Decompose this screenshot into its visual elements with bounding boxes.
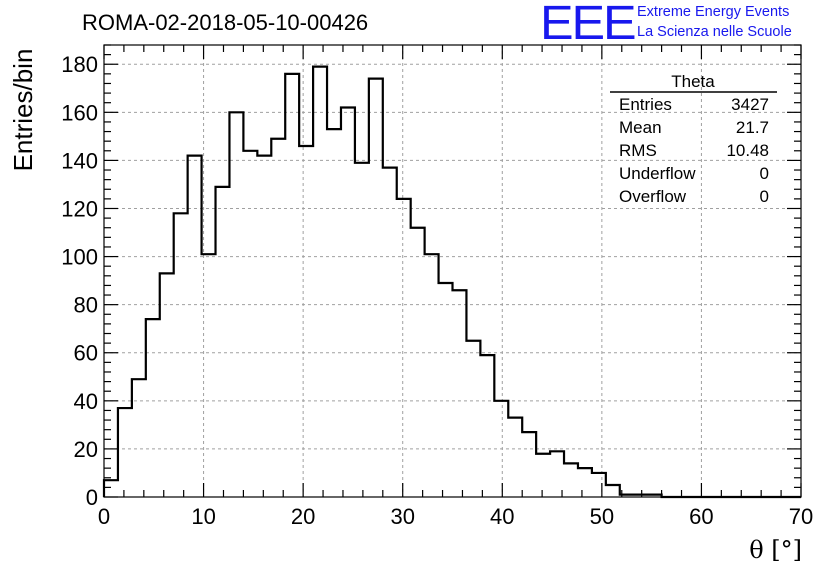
stats-value: 10.48: [726, 141, 769, 160]
x-tick-label: 30: [390, 504, 414, 529]
x-axis-label: θ [°]: [749, 536, 802, 564]
stats-value: 21.7: [736, 118, 769, 137]
histogram-line: [102, 65, 801, 499]
grid-lines: [104, 45, 801, 497]
stats-label: RMS: [619, 141, 657, 160]
x-tick-label: 20: [291, 504, 315, 529]
stats-value: 0: [760, 164, 769, 183]
y-tick-label: 60: [74, 341, 98, 366]
stats-value: 3427: [731, 95, 769, 114]
stats-label: Entries: [619, 95, 672, 114]
y-tick-label: 80: [74, 293, 98, 318]
y-tick-label: 120: [61, 196, 98, 221]
y-tick-label: 140: [61, 148, 98, 173]
x-tick-label: 70: [789, 504, 813, 529]
x-tick-label: 40: [490, 504, 514, 529]
stats-title: Theta: [671, 72, 715, 91]
x-tick-labels: 0 10 20 30 40 50 60 70: [98, 504, 813, 529]
stats-label: Overflow: [619, 187, 687, 206]
stats-value: 0: [760, 187, 769, 206]
y-tick-label: 100: [61, 245, 98, 270]
y-axis-label: Entries/bin: [8, 49, 38, 172]
axis-ticks: [103, 44, 802, 498]
x-tick-label: 60: [689, 504, 713, 529]
y-tick-label: 160: [61, 100, 98, 125]
x-tick-label: 50: [590, 504, 614, 529]
logo-line-1: Extreme Energy Events: [637, 4, 790, 20]
logo-line-2: La Scienza nelle Scuole: [637, 24, 792, 40]
stats-box: Theta Entries 3427 Mean 21.7 RMS 10.48 Underfl…: [610, 72, 777, 206]
y-tick-label: 40: [74, 389, 98, 414]
plot-frame: [103, 44, 802, 498]
stats-label: Mean: [619, 118, 662, 137]
eee-logo: EEE: [540, 0, 637, 50]
y-tick-label: 0: [86, 485, 98, 510]
y-tick-label: 20: [74, 437, 98, 462]
y-tick-labels: 0 20 40 60 80 100 120 140 160 180: [61, 52, 98, 510]
stats-label: Underflow: [619, 164, 696, 183]
stats-rows: Entries 3427 Mean 21.7 RMS 10.48 Underflow 0 Ove…: [619, 95, 769, 206]
y-tick-label: 180: [61, 52, 98, 77]
x-tick-label: 10: [191, 504, 215, 529]
x-tick-label: 0: [98, 504, 110, 529]
run-title: ROMA-02-2018-05-10-00426: [82, 10, 369, 35]
